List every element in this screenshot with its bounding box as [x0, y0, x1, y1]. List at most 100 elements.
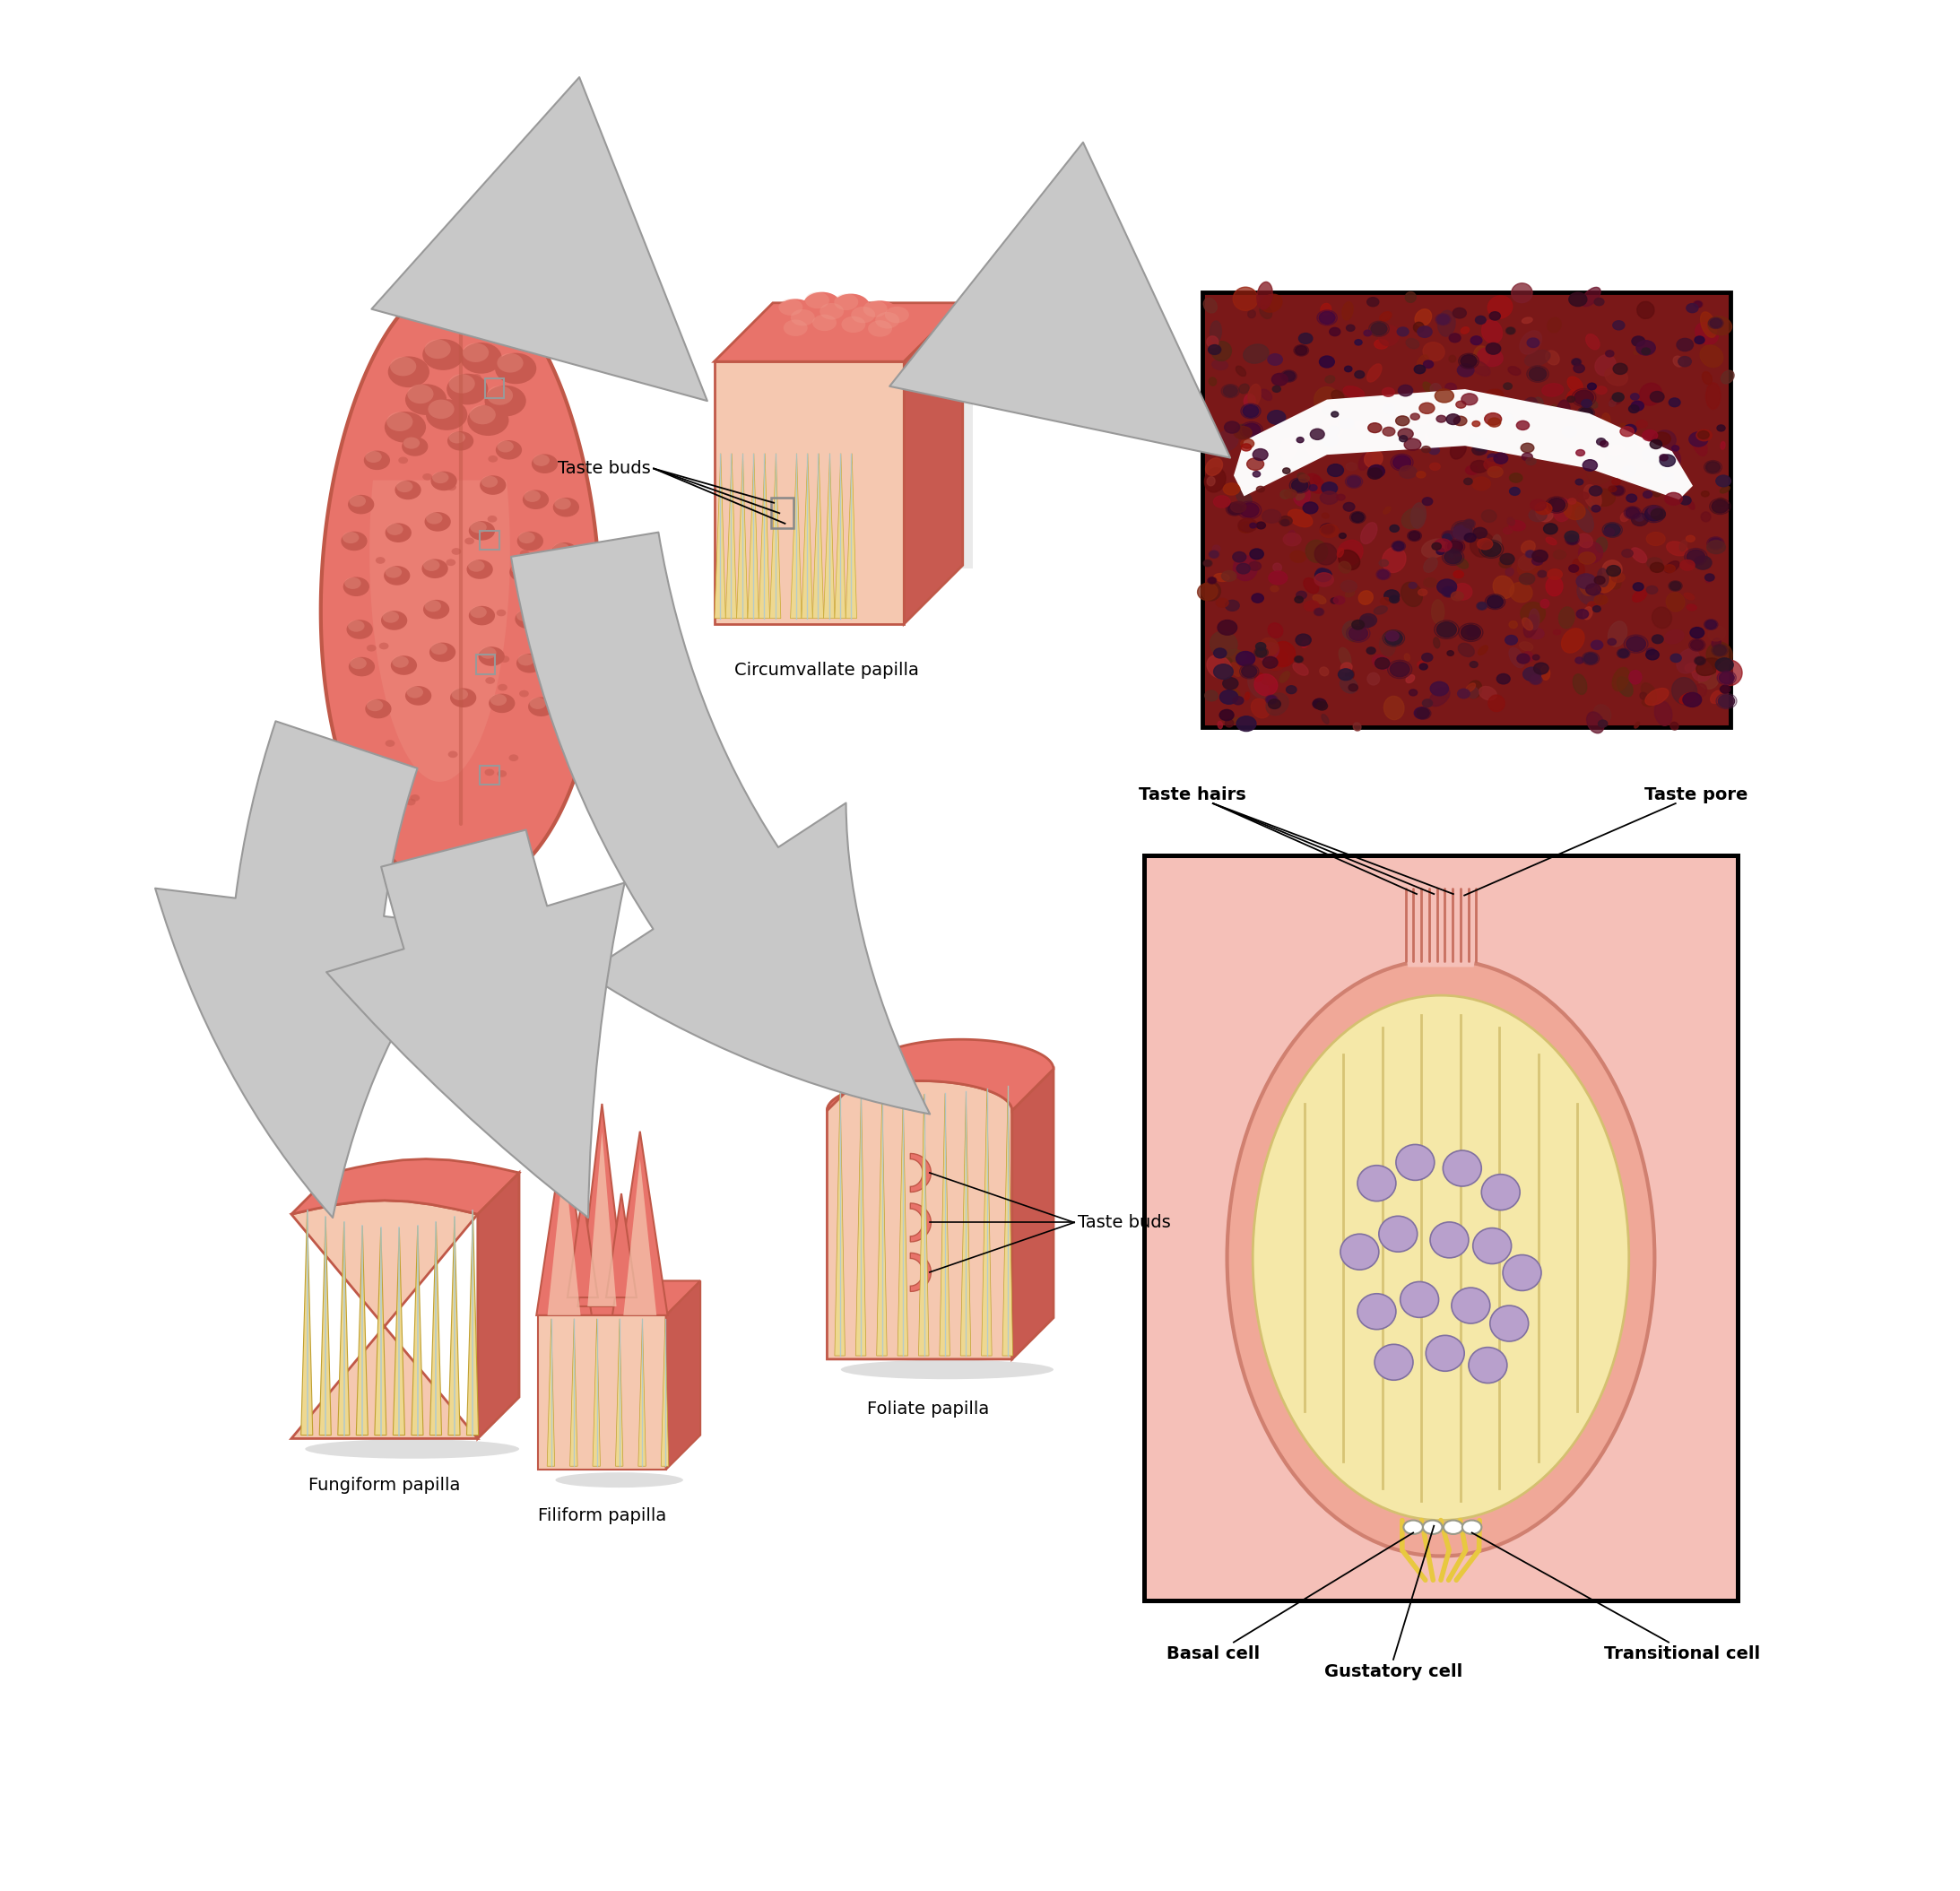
Ellipse shape: [1533, 550, 1548, 562]
Ellipse shape: [1231, 662, 1241, 677]
Ellipse shape: [1298, 473, 1305, 478]
Ellipse shape: [431, 471, 457, 490]
Ellipse shape: [1639, 384, 1662, 405]
Ellipse shape: [533, 454, 549, 467]
Ellipse shape: [1576, 573, 1595, 588]
Ellipse shape: [1690, 628, 1703, 637]
Ellipse shape: [1268, 410, 1286, 424]
Polygon shape: [374, 1227, 386, 1435]
Ellipse shape: [1266, 694, 1288, 715]
Ellipse shape: [1339, 647, 1350, 668]
Ellipse shape: [1278, 516, 1292, 526]
Ellipse shape: [1578, 533, 1593, 548]
Ellipse shape: [1368, 467, 1382, 478]
Ellipse shape: [1321, 407, 1333, 414]
Ellipse shape: [1403, 1520, 1423, 1534]
Ellipse shape: [1225, 422, 1239, 433]
Polygon shape: [539, 1280, 700, 1316]
Ellipse shape: [1527, 550, 1535, 558]
Ellipse shape: [1329, 327, 1341, 337]
Ellipse shape: [1468, 681, 1482, 698]
Ellipse shape: [365, 700, 392, 719]
Ellipse shape: [1337, 548, 1345, 558]
Ellipse shape: [404, 437, 419, 448]
Ellipse shape: [1415, 707, 1429, 719]
Ellipse shape: [1429, 418, 1446, 444]
Ellipse shape: [1205, 690, 1217, 702]
Ellipse shape: [1284, 533, 1301, 546]
Ellipse shape: [1446, 541, 1462, 552]
Text: Circumvallate papilla: Circumvallate papilla: [735, 662, 919, 679]
Ellipse shape: [804, 291, 841, 318]
Ellipse shape: [1249, 562, 1260, 571]
Ellipse shape: [849, 306, 888, 333]
Ellipse shape: [1556, 401, 1570, 427]
Ellipse shape: [835, 293, 858, 310]
Text: Foliate papilla: Foliate papilla: [866, 1401, 990, 1418]
Ellipse shape: [1260, 390, 1272, 401]
Ellipse shape: [1215, 431, 1239, 450]
Ellipse shape: [1386, 632, 1399, 641]
Ellipse shape: [1607, 427, 1631, 450]
Ellipse shape: [510, 562, 535, 582]
Ellipse shape: [1366, 363, 1382, 382]
Ellipse shape: [1413, 365, 1425, 374]
Ellipse shape: [1613, 363, 1627, 374]
Ellipse shape: [1494, 454, 1507, 463]
Ellipse shape: [1595, 386, 1607, 393]
Ellipse shape: [1519, 554, 1537, 571]
Ellipse shape: [447, 431, 474, 450]
Polygon shape: [813, 454, 823, 618]
Ellipse shape: [396, 480, 414, 492]
Ellipse shape: [1593, 299, 1603, 306]
Polygon shape: [666, 1280, 700, 1469]
Ellipse shape: [498, 685, 508, 690]
Ellipse shape: [468, 605, 496, 626]
Ellipse shape: [1509, 647, 1525, 668]
Ellipse shape: [1482, 1174, 1519, 1210]
Ellipse shape: [778, 299, 804, 316]
Ellipse shape: [1207, 337, 1219, 348]
Ellipse shape: [1580, 579, 1592, 596]
Ellipse shape: [1396, 416, 1409, 425]
Ellipse shape: [1321, 492, 1339, 505]
Ellipse shape: [1286, 686, 1296, 694]
Ellipse shape: [1609, 486, 1617, 492]
Ellipse shape: [1439, 310, 1454, 337]
Ellipse shape: [1233, 552, 1247, 562]
Ellipse shape: [519, 550, 529, 558]
Ellipse shape: [1425, 433, 1431, 441]
Ellipse shape: [1403, 439, 1421, 450]
Ellipse shape: [1409, 531, 1421, 541]
Ellipse shape: [1597, 720, 1607, 728]
Ellipse shape: [1499, 560, 1511, 567]
Ellipse shape: [1588, 711, 1603, 734]
Ellipse shape: [1631, 393, 1639, 399]
Ellipse shape: [398, 458, 408, 463]
Ellipse shape: [1280, 490, 1290, 499]
Ellipse shape: [1345, 669, 1354, 681]
Ellipse shape: [1268, 700, 1280, 709]
Ellipse shape: [1646, 651, 1658, 660]
Ellipse shape: [1546, 350, 1560, 365]
Ellipse shape: [551, 543, 578, 562]
Ellipse shape: [1688, 605, 1697, 611]
Ellipse shape: [1601, 412, 1611, 427]
Ellipse shape: [1531, 499, 1546, 511]
Ellipse shape: [1527, 338, 1539, 348]
Ellipse shape: [1252, 456, 1266, 467]
Ellipse shape: [1296, 346, 1307, 356]
Ellipse shape: [1568, 499, 1576, 505]
Ellipse shape: [480, 647, 496, 658]
Ellipse shape: [1554, 550, 1566, 560]
Ellipse shape: [1270, 641, 1296, 668]
Ellipse shape: [1272, 564, 1282, 571]
Ellipse shape: [1633, 582, 1644, 590]
Ellipse shape: [1533, 654, 1539, 660]
Ellipse shape: [1584, 484, 1601, 509]
Ellipse shape: [1597, 569, 1609, 586]
Ellipse shape: [472, 374, 482, 380]
Ellipse shape: [1296, 596, 1303, 603]
Ellipse shape: [1707, 643, 1733, 668]
Ellipse shape: [1431, 599, 1445, 624]
